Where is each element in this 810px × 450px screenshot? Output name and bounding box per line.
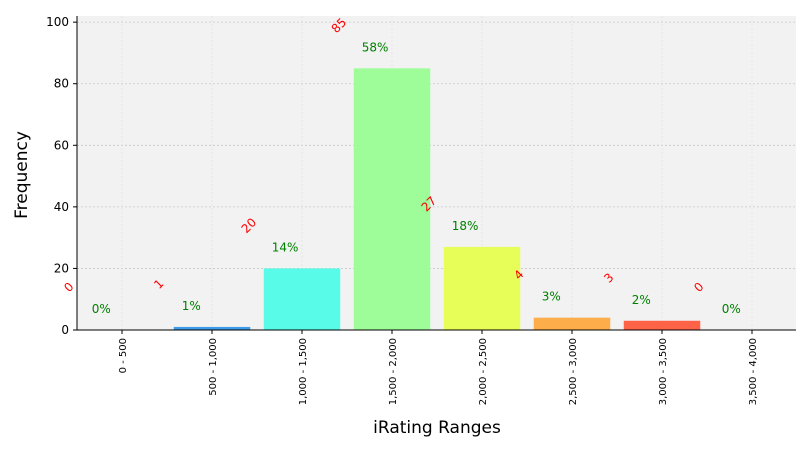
percent-label: 0%	[722, 302, 741, 316]
x-tick-label: 3,000 - 3,500	[658, 338, 669, 405]
count-label: 0	[61, 280, 76, 295]
y-tick-label: 80	[54, 77, 69, 91]
bar	[443, 246, 521, 330]
x-tick-label: 2,500 - 3,000	[568, 338, 579, 405]
y-tick-label: 100	[46, 15, 69, 29]
bars	[173, 68, 701, 330]
percent-label: 2%	[632, 293, 651, 307]
y-tick-label: 60	[54, 138, 69, 152]
bar	[353, 68, 431, 330]
bar	[263, 268, 341, 330]
x-tick-label: 500 - 1,000	[208, 338, 219, 396]
x-tick-label: 0 - 500	[118, 338, 129, 373]
x-tick-label: 1,000 - 1,500	[298, 338, 309, 405]
percent-label: 0%	[92, 302, 111, 316]
y-axis-label: Frequency	[12, 131, 32, 219]
bar	[623, 320, 701, 330]
percent-label: 3%	[542, 290, 561, 304]
bar	[533, 317, 611, 330]
percent-label: 14%	[272, 240, 299, 254]
x-tick-label: 3,500 - 4,000	[748, 338, 759, 405]
y-tick-label: 20	[54, 261, 69, 275]
percent-label: 18%	[452, 219, 479, 233]
x-ticks: 0 - 500 500 - 1,000 1,000 - 1,500 1,500 - 2…	[118, 330, 759, 405]
percent-label: 1%	[182, 299, 201, 313]
x-tick-label: 2,000 - 2,500	[478, 338, 489, 405]
y-ticks: 0 20 40 60 80 100	[46, 15, 77, 337]
y-tick-label: 40	[54, 200, 69, 214]
x-tick-label: 1,500 - 2,000	[388, 338, 399, 405]
bar	[173, 326, 251, 330]
axes	[76, 16, 796, 331]
plot-area	[77, 16, 796, 330]
x-axis-label: iRating Ranges	[373, 418, 501, 438]
percent-label: 58%	[362, 40, 389, 54]
y-tick-label: 0	[61, 323, 69, 337]
